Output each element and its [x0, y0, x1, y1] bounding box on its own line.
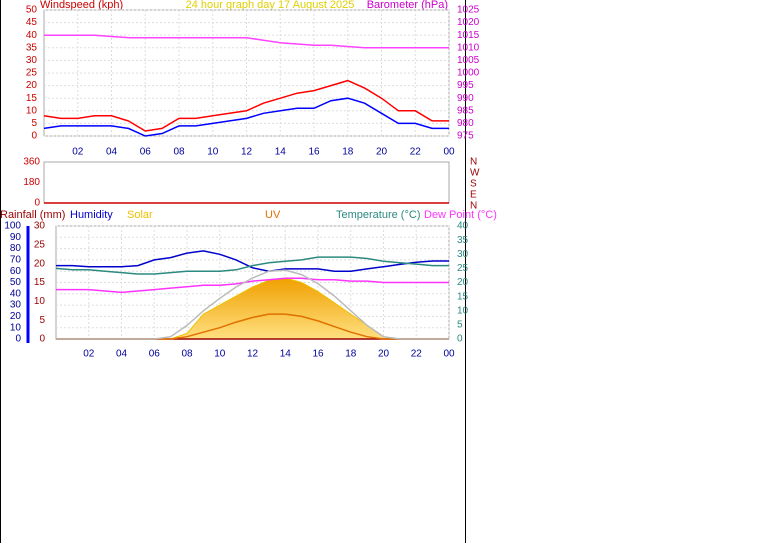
y3-tick-label: 10: [34, 296, 46, 307]
series-line: [56, 277, 449, 294]
y3-tick-label: 15: [34, 277, 46, 288]
x-tick-label: 02: [72, 147, 84, 158]
x-tick-label: 10: [207, 147, 219, 158]
x-tick-label: 20: [376, 147, 388, 158]
series-line: [43, 79, 449, 132]
barometer-axis-label: Barometer (hPa): [367, 0, 448, 11]
y-tick-label: 15: [26, 93, 38, 104]
y3-tick-label: 5: [39, 315, 45, 326]
x-tick-label: 00: [443, 349, 455, 360]
y-tick-label: 45: [26, 17, 38, 28]
x-tick-label: 12: [241, 147, 253, 158]
x-tick-label: 22: [410, 147, 422, 158]
compass-label: W: [470, 168, 480, 179]
y2-tick-label: 1025: [457, 5, 480, 16]
y-tick-label: 35: [26, 42, 38, 53]
compass-label: E: [470, 190, 477, 201]
y-tick-label: 20: [26, 80, 38, 91]
x-tick-label: 00: [443, 147, 455, 158]
y-tick-label: 40: [10, 288, 22, 299]
y2-tick-label: 25: [457, 263, 469, 274]
series-line: [43, 97, 449, 137]
x-tick-label: 18: [345, 349, 357, 360]
legend-label: Humidity: [70, 209, 113, 221]
x-tick-label: 16: [312, 349, 324, 360]
y3-tick-label: 20: [34, 258, 46, 269]
y-tick-label: 60: [10, 266, 22, 277]
y-tick-label: 20: [10, 311, 22, 322]
y3-tick-label: 30: [34, 221, 46, 232]
y-tick-label: 180: [23, 177, 40, 188]
y2-tick-label: 980: [457, 118, 474, 129]
y-tick-label: 0: [31, 131, 37, 142]
y-tick-label: 80: [10, 243, 22, 254]
y-tick-label: 100: [4, 221, 21, 232]
y-tick-label: 40: [26, 30, 38, 41]
x-tick-label: 12: [247, 349, 259, 360]
x-tick-label: 06: [140, 147, 152, 158]
x-tick-label: 14: [280, 349, 292, 360]
y2-tick-label: 1000: [457, 68, 480, 79]
y-tick-label: 90: [10, 232, 22, 243]
y2-tick-label: 975: [457, 131, 474, 142]
series-line: [56, 250, 449, 272]
legend-label: Dew Point (°C): [424, 209, 497, 221]
y-tick-label: 0: [15, 334, 21, 345]
plot-area: [43, 161, 450, 204]
compass-label: N: [470, 157, 477, 168]
compass-label: N: [470, 201, 477, 212]
y2-tick-label: 5: [457, 320, 463, 331]
series-line: [55, 256, 449, 275]
y2-tick-label: 1015: [457, 30, 480, 41]
y2-tick-label: 30: [457, 249, 469, 260]
chart-title: 24 hour graph day 17 August 2025: [186, 0, 355, 11]
y2-tick-label: 1010: [457, 42, 480, 53]
y-tick-label: 30: [26, 55, 38, 66]
y-tick-label: 50: [26, 5, 38, 16]
y-tick-label: 0: [34, 198, 40, 209]
x-tick-label: 10: [214, 349, 226, 360]
x-tick-label: 08: [181, 349, 193, 360]
y3-tick-label: 25: [34, 239, 46, 250]
x-tick-label: 14: [275, 147, 287, 158]
x-tick-label: 06: [149, 349, 161, 360]
y-tick-label: 70: [10, 255, 22, 266]
y2-tick-label: 985: [457, 105, 474, 116]
series-line: [56, 269, 449, 340]
compass-label: S: [470, 179, 477, 190]
y2-tick-label: 1005: [457, 55, 480, 66]
x-tick-label: 18: [342, 147, 354, 158]
x-tick-label: 04: [106, 147, 118, 158]
y-tick-label: 360: [23, 157, 40, 168]
y2-tick-label: 40: [457, 221, 469, 232]
y2-tick-label: 0: [457, 334, 463, 345]
legend-label: UV: [265, 209, 281, 221]
y2-tick-label: 990: [457, 93, 474, 104]
y2-tick-label: 995: [457, 80, 474, 91]
wind-axis-label: Windspeed (kph): [40, 0, 123, 11]
y2-tick-label: 35: [457, 235, 469, 246]
y2-tick-label: 1020: [457, 17, 480, 28]
legend-label: Temperature (°C): [336, 209, 420, 221]
y3-tick-label: 0: [39, 334, 45, 345]
y2-tick-label: 10: [457, 305, 469, 316]
x-tick-label: 08: [173, 147, 185, 158]
y-tick-label: 10: [26, 105, 38, 116]
y-tick-label: 25: [26, 68, 38, 79]
y-tick-label: 5: [31, 118, 37, 129]
y-tick-label: 10: [10, 322, 22, 333]
y-tick-label: 30: [10, 300, 22, 311]
legend-label: Solar: [127, 209, 153, 221]
y-tick-label: 50: [10, 277, 22, 288]
y2-tick-label: 15: [457, 291, 469, 302]
legend-label: Rainfall (mm): [0, 209, 65, 221]
x-tick-label: 16: [308, 147, 320, 158]
series-line: [44, 34, 449, 49]
x-tick-label: 22: [411, 349, 423, 360]
x-tick-label: 02: [83, 349, 95, 360]
x-tick-label: 20: [378, 349, 390, 360]
x-tick-label: 04: [116, 349, 128, 360]
y2-tick-label: 20: [457, 277, 469, 288]
